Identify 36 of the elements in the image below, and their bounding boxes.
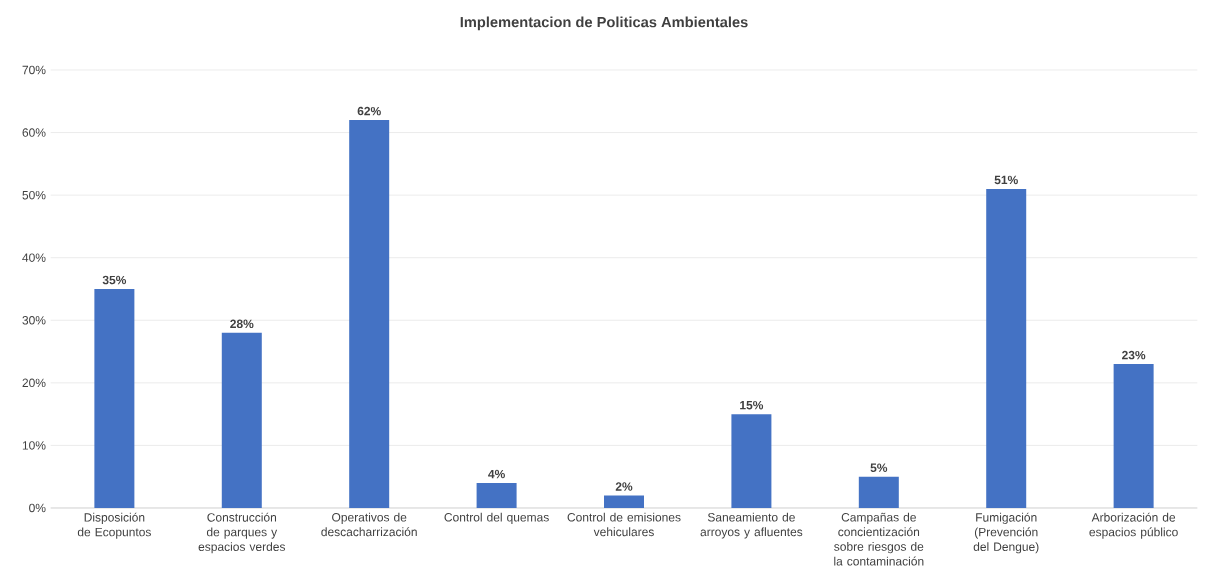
y-tick-label: 0%	[29, 503, 46, 513]
y-tick-label: 20%	[22, 378, 46, 388]
data-label: 2%	[615, 482, 633, 491]
x-tick-label: Fumigación (Prevención del Dengue)	[973, 512, 1039, 554]
bar	[94, 288, 135, 508]
x-tick-label: Arborización de espacios público	[1089, 512, 1178, 539]
data-label: 35%	[102, 275, 127, 285]
y-tick-label: 30%	[22, 316, 46, 325]
data-label: 28%	[230, 319, 254, 329]
bar	[349, 120, 390, 508]
data-label: 5%	[870, 463, 888, 472]
bar	[476, 482, 517, 508]
data-label: 23%	[1122, 350, 1146, 360]
bar	[221, 332, 262, 508]
bar	[858, 476, 899, 508]
x-tick-label: Saneamiento de arroyos y afluentes	[700, 512, 803, 539]
y-tick-label: 10%	[22, 441, 46, 450]
x-tick-label: Campañas de concientización sobre riesgos de la contaminación	[834, 512, 924, 566]
x-tick-label: Operativos de descacharrización	[321, 512, 417, 537]
y-tick-label: 40%	[22, 253, 46, 262]
x-tick-label: Disposición de Ecopuntos	[77, 512, 151, 539]
data-label: 4%	[488, 469, 505, 479]
bar	[731, 414, 772, 508]
data-label: 51%	[994, 175, 1018, 185]
y-tick-label: 60%	[22, 128, 46, 137]
bar	[1113, 364, 1154, 508]
x-tick-label: Control de emisiones vehiculares	[567, 512, 681, 537]
bar	[604, 495, 644, 508]
y-tick-label: 50%	[22, 190, 46, 200]
x-tick-label: Construcción de parques y espacios verdes	[198, 512, 286, 554]
x-tick-label: Control del quemas	[444, 512, 549, 524]
data-label: 62%	[357, 106, 381, 116]
y-tick-label: 70%	[22, 65, 46, 75]
data-label: 15%	[740, 400, 764, 410]
bar	[986, 188, 1027, 508]
chart-title: Implementacion de Politicas Ambientales	[460, 16, 748, 31]
